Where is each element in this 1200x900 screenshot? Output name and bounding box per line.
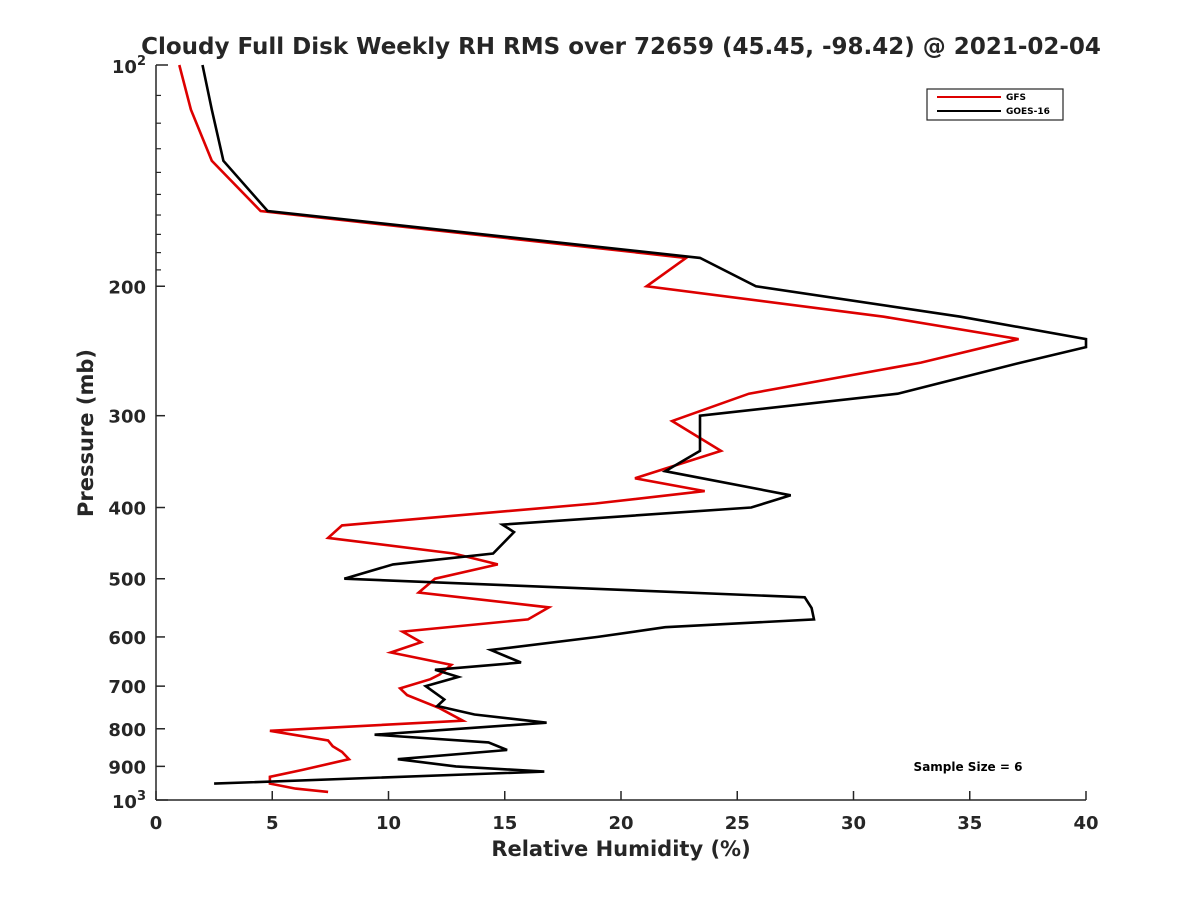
y-axis-label: Pressure (mb) bbox=[74, 349, 98, 517]
x-tick-label: 20 bbox=[608, 813, 633, 834]
y-power-tick-label: 103 bbox=[112, 789, 146, 813]
plot-area: 0 5 10 15 20 25 30 35 40 200 300 400 500 600 700 800 90… bbox=[108, 54, 1098, 834]
legend-goes16-label: GOES-16 bbox=[1006, 107, 1050, 117]
sample-size-annotation: Sample Size = 6 bbox=[914, 760, 1023, 774]
x-tick-label: 0 bbox=[150, 813, 163, 834]
series-layer bbox=[178, 64, 1088, 794]
y-tick-label: 300 bbox=[108, 407, 146, 428]
y-tick-label: 200 bbox=[108, 277, 146, 298]
x-tick-label: 15 bbox=[492, 813, 517, 834]
x-tick-label: 25 bbox=[725, 813, 750, 834]
series-line-gfs bbox=[178, 64, 1019, 794]
y-tick-label: 900 bbox=[108, 757, 146, 778]
y-tick-label: 600 bbox=[108, 628, 146, 649]
series-line-goes16 bbox=[201, 64, 1088, 785]
y-axis-ticks: 200 300 400 500 600 700 800 900 102 103 bbox=[108, 54, 168, 813]
legend-gfs-label: GFS bbox=[1006, 93, 1026, 103]
y-tick-label: 700 bbox=[108, 677, 146, 698]
y-tick-label: 400 bbox=[108, 499, 146, 520]
x-tick-label: 40 bbox=[1073, 813, 1098, 834]
x-tick-label: 35 bbox=[957, 813, 982, 834]
y-tick-label: 500 bbox=[108, 570, 146, 591]
x-tick-label: 30 bbox=[841, 813, 866, 834]
x-tick-label: 10 bbox=[376, 813, 401, 834]
legend: GFS GOES-16 bbox=[926, 88, 1064, 121]
legend-box bbox=[926, 88, 1064, 121]
y-power-tick-label: 102 bbox=[112, 54, 146, 78]
x-axis-ticks: 0 5 10 15 20 25 30 35 40 bbox=[150, 791, 1099, 834]
x-axis-label: Relative Humidity (%) bbox=[491, 837, 750, 861]
x-tick-label: 5 bbox=[266, 813, 279, 834]
chart-title: Cloudy Full Disk Weekly RH RMS over 7265… bbox=[141, 34, 1101, 60]
y-tick-label: 800 bbox=[108, 720, 146, 741]
